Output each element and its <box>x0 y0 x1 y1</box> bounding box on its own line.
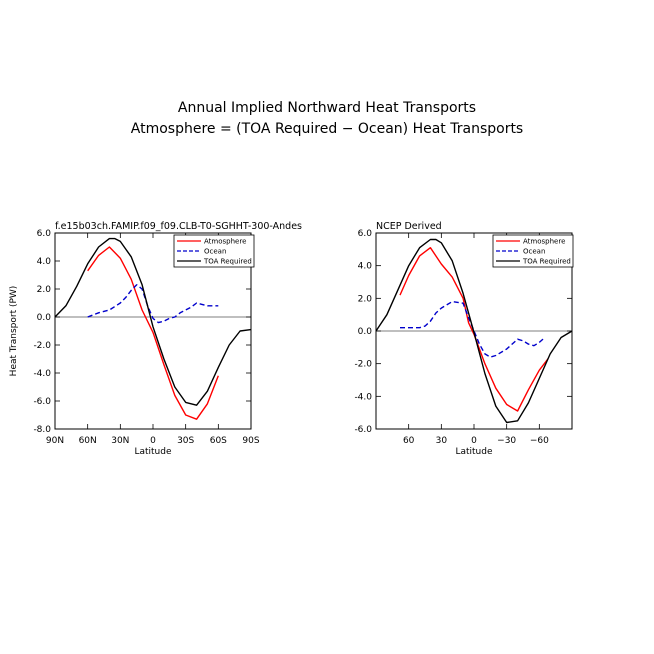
series-line-toa-required <box>54 237 252 406</box>
y-tick-label: 2.0 <box>37 285 52 295</box>
series-line-atmosphere <box>399 247 549 412</box>
series-line-atmosphere <box>87 246 219 420</box>
y-tick-label: 0.0 <box>358 327 373 337</box>
x-tick-label: −60 <box>530 436 549 446</box>
series-line-toa-required <box>375 238 573 424</box>
y-tick-label: -2.0 <box>33 341 51 351</box>
y-tick-label: -8.0 <box>33 425 51 435</box>
y-axis-label: Heat Transport (PW) <box>9 286 19 377</box>
legend-label-ocean: Ocean <box>204 248 226 256</box>
legend-box <box>492 234 574 268</box>
y-tick-label: 6.0 <box>37 229 52 239</box>
x-tick-label: 60S <box>210 436 227 446</box>
x-tick-label: 90N <box>46 436 64 446</box>
legend-label-toa-required: TOA Required <box>522 258 571 266</box>
panel-ncep: NCEP Derived 60 30 0 −30 −60 6.0 4.0 2.0 0.0 -2.0 -… <box>354 221 574 457</box>
y-tick-label: -2.0 <box>354 360 372 370</box>
legend-box <box>173 234 255 268</box>
x-tick-label: 30 <box>436 436 448 446</box>
y-tick-label: -4.0 <box>33 369 51 379</box>
panel-subtitle: NCEP Derived <box>376 221 442 232</box>
y-tick-label: -6.0 <box>33 397 51 407</box>
legend-label-ocean: Ocean <box>523 248 545 256</box>
x-tick-label: 60 <box>403 436 415 446</box>
legend: Atmosphere Ocean TOA Required <box>492 234 574 268</box>
y-tick-label: 6.0 <box>358 229 373 239</box>
series-line-ocean <box>87 284 219 324</box>
x-tick-label: 90S <box>242 436 259 446</box>
x-tick-label: 0 <box>150 436 156 446</box>
x-axis-label: Latitude <box>455 447 493 457</box>
x-tick-label: 0 <box>471 436 477 446</box>
x-axis-label: Latitude <box>134 447 172 457</box>
y-tick-label: 0.0 <box>37 313 52 323</box>
legend: Atmosphere Ocean TOA Required <box>173 234 255 268</box>
panel-model: f.e15b03ch.FAMIP.f09_f09.CLB-T0-SGHHT-30… <box>9 221 302 457</box>
x-tick-label: −30 <box>497 436 516 446</box>
y-tick-label: 4.0 <box>37 257 52 267</box>
x-tick-label: 60N <box>79 436 97 446</box>
figure-title-line1: Annual Implied Northward Heat Transports <box>178 100 476 116</box>
x-tick-label: 30N <box>111 436 129 446</box>
legend-label-atmosphere: Atmosphere <box>523 238 565 246</box>
legend-label-toa-required: TOA Required <box>203 258 252 266</box>
y-tick-label: 2.0 <box>358 294 373 304</box>
legend-label-atmosphere: Atmosphere <box>204 238 246 246</box>
figure-title-line2: Atmosphere = (TOA Required − Ocean) Heat… <box>131 121 523 137</box>
y-tick-label: -4.0 <box>354 392 372 402</box>
x-tick-label: 30S <box>177 436 194 446</box>
y-tick-label: -6.0 <box>354 425 372 435</box>
y-tick-label: 4.0 <box>358 262 373 272</box>
panel-subtitle: f.e15b03ch.FAMIP.f09_f09.CLB-T0-SGHHT-30… <box>55 221 302 232</box>
